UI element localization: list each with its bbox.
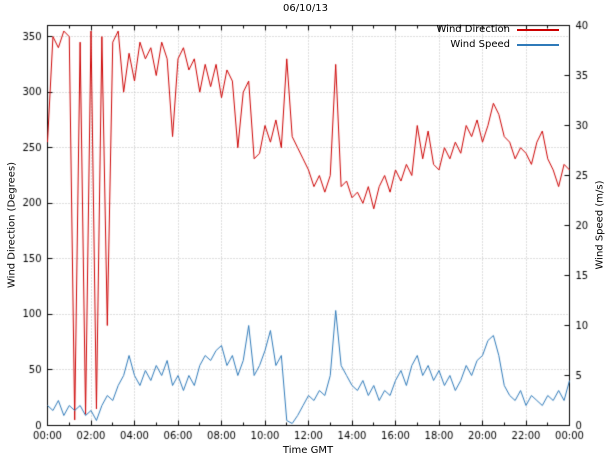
chart-title: 06/10/13 (283, 3, 328, 14)
y-axis-label-right: Wind Speed (m/s) (594, 180, 606, 270)
y-axis-label-left: Wind Direction (Degrees) (6, 161, 18, 289)
legend-label-wind-speed: Wind Speed (450, 39, 510, 50)
legend-item-wind-speed: Wind Speed (450, 39, 559, 50)
legend-line-wind-speed (517, 43, 559, 46)
x-axis-label: Time GMT (282, 445, 334, 456)
legend: Wind Direction Wind Speed (436, 24, 559, 50)
legend-item-wind-direction: Wind Direction (436, 24, 559, 35)
legend-line-wind-direction (517, 28, 559, 31)
legend-label-wind-direction: Wind Direction (436, 24, 511, 35)
